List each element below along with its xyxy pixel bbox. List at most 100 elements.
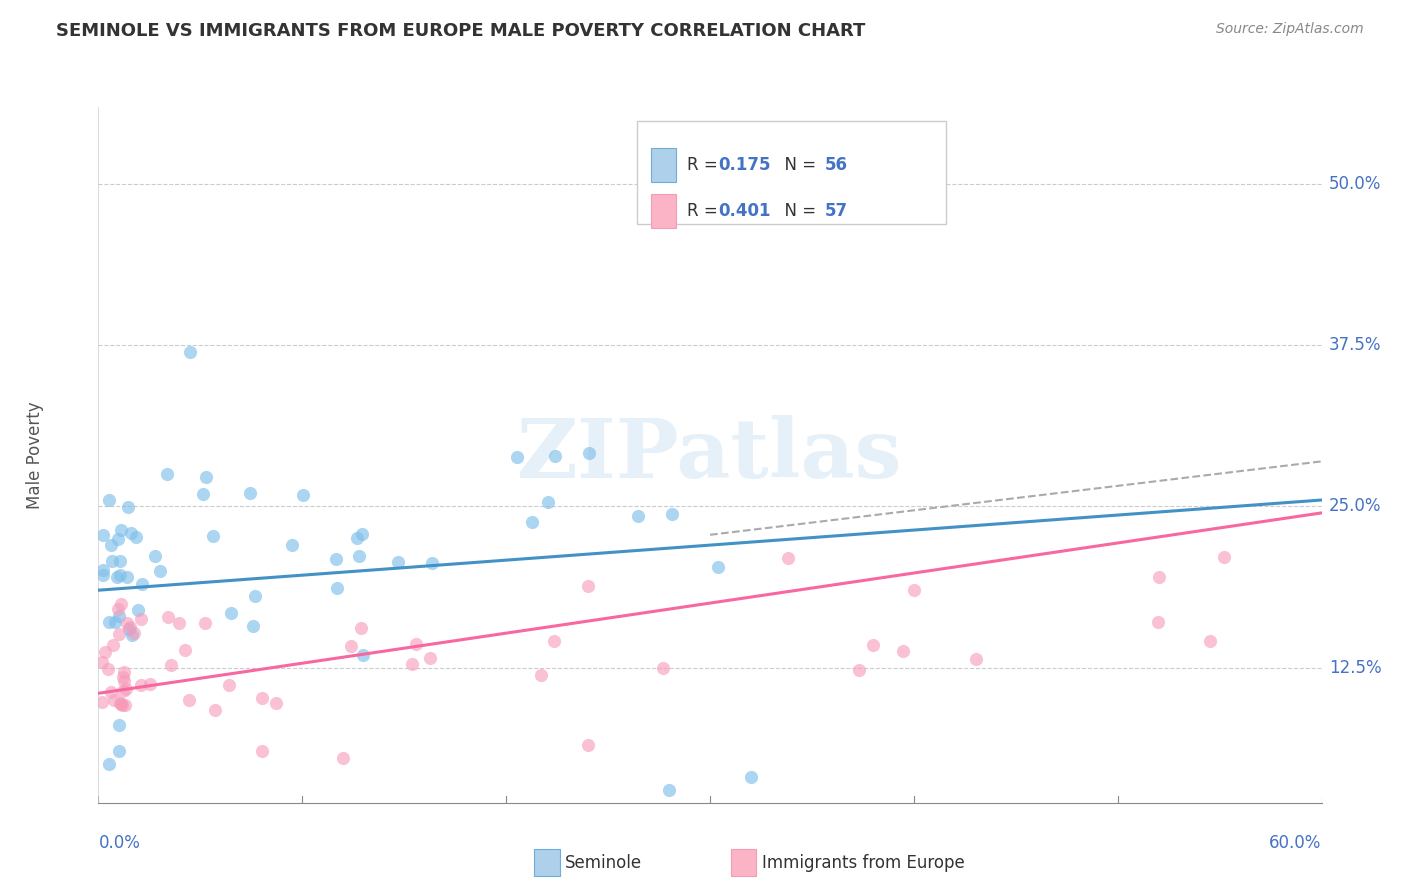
Point [862,638,884,652]
Point [242,619,264,633]
Point [1147,570,1170,584]
Point [506,450,529,464]
Point [250,744,273,758]
Point [121,628,143,642]
Text: 37.5%: 37.5% [1329,336,1381,354]
Point [419,650,441,665]
Point [118,622,141,636]
Point [346,531,368,545]
Point [156,467,179,481]
Text: 0.175: 0.175 [718,156,770,174]
Point [706,559,728,574]
Point [115,569,138,583]
Text: R =: R = [688,202,723,220]
Point [110,697,132,711]
Point [120,526,142,541]
Point [129,678,152,692]
Point [326,582,349,596]
Point [108,568,131,582]
Point [219,607,242,621]
Point [118,620,141,634]
Point [108,609,131,624]
Point [204,703,226,717]
Point [91,655,114,669]
Point [195,470,218,484]
Point [350,527,373,541]
Point [530,668,553,682]
Point [281,538,304,552]
Point [193,487,215,501]
Point [347,549,370,564]
Point [100,538,122,552]
Point [179,344,201,359]
Point [114,682,136,697]
Text: R =: R = [688,156,723,174]
Point [350,621,373,635]
Point [127,603,149,617]
Point [1147,615,1170,629]
Point [194,615,217,630]
Point [108,554,131,568]
Text: Male Poverty: Male Poverty [27,401,44,508]
Point [576,738,599,752]
Text: 25.0%: 25.0% [1329,498,1381,516]
Point [264,696,287,710]
Point [91,528,114,542]
Text: Source: ZipAtlas.com: Source: ZipAtlas.com [1216,22,1364,37]
Point [91,567,114,582]
Point [125,530,148,544]
Point [112,670,135,684]
Point [387,555,409,569]
Point [145,549,167,564]
Point [101,638,124,652]
Point [107,532,129,546]
Text: 0.401: 0.401 [718,202,770,220]
Point [201,529,224,543]
Point [117,500,139,514]
Point [965,652,987,666]
Point [891,643,914,657]
Point [1199,634,1222,648]
Point [112,674,135,689]
Point [578,446,600,460]
Point [658,783,681,797]
Text: 57: 57 [825,202,848,220]
Point [848,663,870,677]
Point [776,550,799,565]
Point [104,615,127,630]
Point [1213,549,1236,564]
Point [740,770,762,784]
Point [90,694,112,708]
Point [100,554,122,568]
Point [405,637,427,651]
Point [156,610,179,624]
Point [110,523,132,537]
Point [522,515,544,529]
Point [325,552,347,566]
Point [103,692,125,706]
Point [93,563,115,577]
Point [250,690,273,705]
Point [107,570,129,584]
Point [108,696,131,710]
Point [129,612,152,626]
Point [149,564,172,578]
Point [245,589,267,603]
Point [903,583,925,598]
Point [661,507,683,521]
Point [576,579,599,593]
Point [131,576,153,591]
Text: N =: N = [775,156,821,174]
Text: Immigrants from Europe: Immigrants from Europe [762,854,965,871]
Point [97,492,120,507]
Point [97,662,120,676]
Text: 12.5%: 12.5% [1329,658,1381,676]
Text: Seminole: Seminole [565,854,643,871]
Point [111,698,134,712]
Point [110,597,132,611]
Point [173,642,195,657]
Point [543,634,565,648]
Point [340,639,363,653]
Text: ZIPatlas: ZIPatlas [517,415,903,495]
Point [93,645,115,659]
